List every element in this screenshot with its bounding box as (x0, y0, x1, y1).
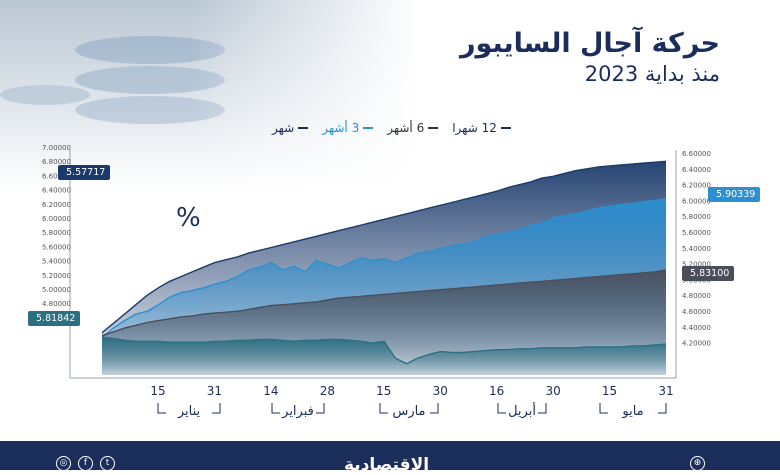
x-tick-label: 31 (207, 384, 222, 398)
legend-swatch (298, 127, 309, 129)
month-bracket-left (497, 403, 506, 414)
month-bracket-right (538, 403, 547, 414)
value-tag-right-top: 5.90339 (708, 187, 761, 202)
twitter-icon[interactable]: t (100, 456, 115, 471)
x-tick-label: 31 (658, 384, 673, 398)
month-bracket-left (379, 403, 388, 414)
x-tick-label: 15 (376, 384, 391, 398)
legend-swatch (363, 127, 374, 129)
left-axis-tick-label: 6.80000 (42, 158, 71, 166)
right-axis-tick-label: 6.40000 (682, 166, 711, 174)
month-bracket-left (157, 403, 166, 414)
page-title: حركة آجال السايبور (459, 28, 720, 59)
legend-label: 6 أشهر (387, 121, 425, 135)
footer-bar (0, 441, 780, 470)
page-subtitle: منذ بداية 2023 (584, 62, 720, 86)
brand-logo: الاقتصادية (344, 455, 430, 475)
facebook-icon[interactable]: f (78, 456, 93, 471)
instagram-icon[interactable]: ◎ (56, 456, 71, 471)
right-axis-tick-label: 5.60000 (682, 229, 711, 237)
right-axis-tick-label: 6.60000 (682, 150, 711, 158)
chart-legend: شهر 3 أشهر 6 أشهر 12 شهرا (272, 121, 512, 135)
legend-swatch (428, 127, 439, 129)
left-axis-tick-label: 6.00000 (42, 215, 71, 223)
legend-label: 12 شهرا (452, 121, 497, 135)
x-tick-label: 14 (263, 384, 278, 398)
left-axis-tick-label: 5.00000 (42, 286, 71, 294)
left-axis-tick-label: 5.20000 (42, 272, 71, 280)
series-line-1 (101, 198, 667, 339)
value-tag-left-top: 5.57717 (58, 165, 111, 180)
left-axis-tick-label: 5.80000 (42, 229, 71, 237)
legend-item-3m: 3 أشهر (322, 121, 374, 135)
value-tag-right-bottom: 5.83100 (682, 266, 735, 281)
right-axis-tick-label: 5.80000 (682, 213, 711, 221)
legend-item-6m: 6 أشهر (387, 121, 439, 135)
x-tick-label: 28 (320, 384, 335, 398)
month-label: مايو (621, 404, 643, 419)
legend-item-12m: 12 شهرا (452, 121, 511, 135)
left-axis-tick-label: 6.20000 (42, 201, 71, 209)
left-axis-tick-label: 5.60000 (42, 243, 71, 251)
right-axis-tick-label: 4.60000 (682, 308, 711, 316)
right-axis-tick-label: 5.20000 (682, 261, 711, 269)
month-bracket-right (430, 403, 439, 414)
month-label: يناير (177, 404, 201, 419)
left-axis-tick-label: 6.60000 (42, 172, 71, 180)
month-bracket-left (599, 403, 608, 414)
right-axis-tick-label: 4.20000 (682, 340, 711, 348)
right-axis-tick-label: 4.80000 (682, 292, 711, 300)
right-axis-tick-label: 4.40000 (682, 324, 711, 332)
percent-label: % (176, 203, 201, 233)
left-axis-tick-label: 6.40000 (42, 187, 71, 195)
series-area-0 (102, 337, 666, 375)
x-tick-label: 15 (150, 384, 165, 398)
legend-item-1m: شهر (272, 121, 309, 135)
month-label: مارس (392, 404, 425, 419)
x-tick-label: 30 (545, 384, 560, 398)
left-axis-tick-label: 7.00000 (42, 144, 71, 152)
value-tag-left-bottom: 5.81842 (28, 311, 81, 326)
legend-label: شهر (272, 121, 295, 135)
month-bracket-right (658, 403, 667, 414)
x-tick-label: 16 (489, 384, 504, 398)
right-axis-tick-label: 6.00000 (682, 197, 711, 205)
right-axis-tick-label: 6.20000 (682, 182, 711, 190)
series-line-0 (101, 336, 667, 365)
left-axis-tick-label: 5.40000 (42, 258, 71, 266)
right-axis-tick-label: 5.40000 (682, 245, 711, 253)
month-bracket-right (212, 403, 221, 414)
month-label: أبريل (508, 402, 536, 419)
series-line-2 (101, 269, 667, 337)
month-bracket-right (316, 403, 325, 414)
left-axis-tick-label: 4.80000 (42, 300, 71, 308)
legend-swatch (500, 127, 511, 129)
legend-label: 3 أشهر (322, 121, 360, 135)
globe-icon[interactable]: ⊕ (690, 456, 705, 471)
x-tick-label: 15 (602, 384, 617, 398)
x-tick-label: 30 (433, 384, 448, 398)
series-line-3 (101, 160, 667, 334)
month-label: فبراير (281, 404, 314, 419)
month-bracket-left (271, 403, 280, 414)
